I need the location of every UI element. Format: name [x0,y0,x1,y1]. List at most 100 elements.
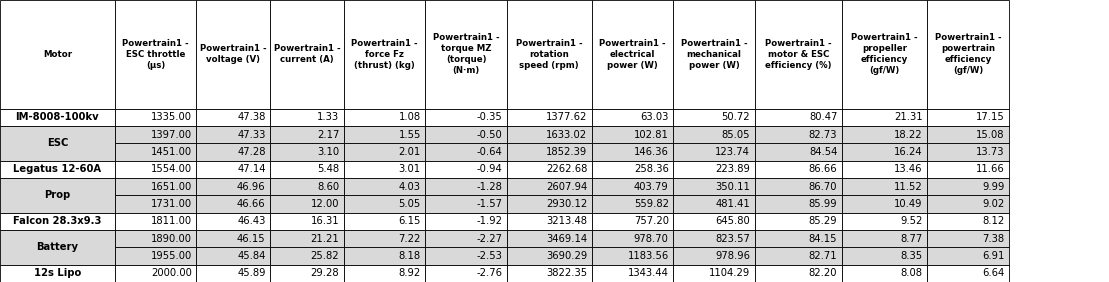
Bar [927,195,1009,213]
Text: 25.82: 25.82 [311,251,339,261]
Text: 1731.00: 1731.00 [151,199,192,209]
Bar [0,178,115,213]
Text: 9.02: 9.02 [983,199,1005,209]
Bar [115,213,196,230]
Text: 5.48: 5.48 [317,164,339,174]
Text: 11.52: 11.52 [894,182,923,191]
Bar [842,161,927,178]
Text: 46.96: 46.96 [237,182,266,191]
Bar [426,230,507,247]
Text: 823.57: 823.57 [715,234,750,244]
Bar [507,195,592,213]
Bar [115,230,196,247]
Bar [927,178,1009,195]
Text: 1104.29: 1104.29 [709,268,750,278]
Text: 47.14: 47.14 [237,164,266,174]
Text: 9.99: 9.99 [983,182,1005,191]
Text: 1377.62: 1377.62 [546,112,588,122]
Text: Powertrain1 -
force Fz
(thrust) (kg): Powertrain1 - force Fz (thrust) (kg) [352,39,418,70]
Text: 1890.00: 1890.00 [151,234,192,244]
Bar [673,178,754,195]
Text: 17.15: 17.15 [976,112,1005,122]
Text: 47.38: 47.38 [237,112,266,122]
Text: 3690.29: 3690.29 [546,251,588,261]
Bar [673,0,754,109]
Text: 50.72: 50.72 [722,112,750,122]
Text: 16.24: 16.24 [894,147,923,157]
Bar [426,126,507,143]
Bar [927,213,1009,230]
Text: 47.33: 47.33 [237,130,266,140]
Text: 1.33: 1.33 [317,112,339,122]
Bar [426,178,507,195]
Text: Powertrain1 -
current (A): Powertrain1 - current (A) [274,44,340,64]
Bar [344,178,426,195]
Text: Powertrain1 -
voltage (V): Powertrain1 - voltage (V) [200,44,266,64]
Bar [344,247,426,265]
Text: IM-8008-100kv: IM-8008-100kv [16,112,99,122]
Bar [115,265,196,282]
Bar [673,126,754,143]
Text: 8.60: 8.60 [317,182,339,191]
Bar [673,247,754,265]
Text: Powertrain1 -
torque MZ
(torque)
(N·m): Powertrain1 - torque MZ (torque) (N·m) [433,33,499,76]
Text: 403.79: 403.79 [634,182,669,191]
Bar [592,126,673,143]
Bar [426,161,507,178]
Bar [754,143,842,161]
Text: 12.00: 12.00 [311,199,339,209]
Text: Motor: Motor [43,50,72,59]
Bar [927,109,1009,126]
Bar [269,109,344,126]
Text: 13.46: 13.46 [894,164,923,174]
Bar [196,0,269,109]
Bar [344,161,426,178]
Bar [673,230,754,247]
Text: 21.21: 21.21 [311,234,339,244]
Bar [426,247,507,265]
Text: 3.01: 3.01 [399,164,421,174]
Text: 15.08: 15.08 [976,130,1005,140]
Bar [196,109,269,126]
Bar [269,230,344,247]
Text: -1.28: -1.28 [477,182,502,191]
Bar [344,0,426,109]
Text: 85.29: 85.29 [808,216,837,226]
Bar [673,213,754,230]
Bar [507,213,592,230]
Text: 18.22: 18.22 [894,130,923,140]
Bar [754,247,842,265]
Text: 8.18: 8.18 [399,251,421,261]
Bar [269,0,344,109]
Bar [592,247,673,265]
Text: 6.91: 6.91 [983,251,1005,261]
Text: Powertrain1 -
powertrain
efficiency
(gf/W): Powertrain1 - powertrain efficiency (gf/… [935,33,1001,76]
Text: 6.15: 6.15 [398,216,421,226]
Text: 7.22: 7.22 [398,234,421,244]
Text: 10.49: 10.49 [894,199,923,209]
Text: 2.17: 2.17 [317,130,339,140]
Bar [0,0,115,109]
Bar [754,265,842,282]
Text: -2.53: -2.53 [477,251,502,261]
Bar [842,143,927,161]
Bar [673,265,754,282]
Bar [842,213,927,230]
Bar [269,161,344,178]
Text: 146.36: 146.36 [634,147,669,157]
Bar [507,230,592,247]
Text: 2000.00: 2000.00 [151,268,192,278]
Text: 3213.48: 3213.48 [547,216,588,226]
Bar [507,143,592,161]
Text: 1451.00: 1451.00 [151,147,192,157]
Bar [269,265,344,282]
Bar [754,0,842,109]
Text: 63.03: 63.03 [640,112,669,122]
Text: 350.11: 350.11 [715,182,750,191]
Bar [842,0,927,109]
Text: 7.38: 7.38 [983,234,1005,244]
Text: ESC: ESC [47,138,68,148]
Text: -2.27: -2.27 [477,234,502,244]
Text: 102.81: 102.81 [634,130,669,140]
Bar [592,0,673,109]
